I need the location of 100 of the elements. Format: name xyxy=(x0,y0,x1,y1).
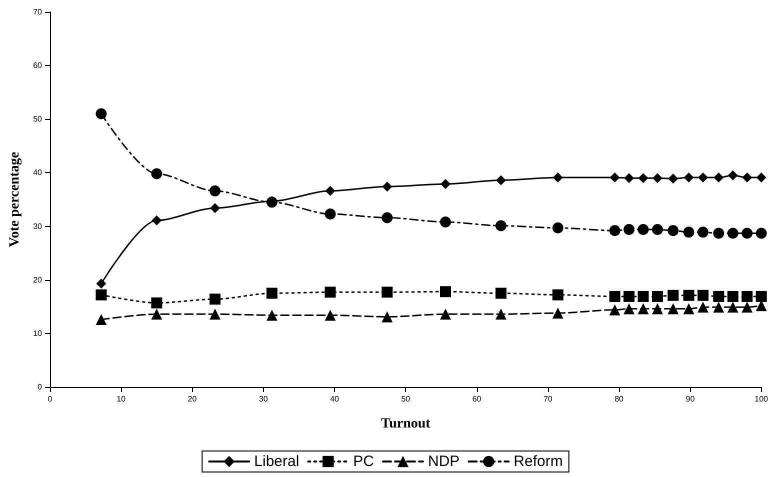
point xyxy=(698,172,708,183)
point xyxy=(638,303,649,314)
point xyxy=(96,289,107,300)
point xyxy=(151,168,162,180)
point xyxy=(96,278,106,289)
point xyxy=(756,172,766,183)
point xyxy=(668,290,679,301)
point xyxy=(266,288,278,299)
point xyxy=(668,225,679,236)
point xyxy=(495,288,506,299)
point xyxy=(496,175,506,186)
point xyxy=(495,220,506,232)
x-tick-label: 100 xyxy=(754,394,769,404)
point xyxy=(638,224,649,235)
x-tick-label: 70 xyxy=(543,394,553,404)
y-tick-label: 40 xyxy=(33,168,43,178)
point xyxy=(440,308,451,320)
point xyxy=(325,186,336,196)
point xyxy=(697,302,708,313)
x-tick-label: 0 xyxy=(48,394,53,404)
point xyxy=(210,294,221,305)
point xyxy=(382,286,393,298)
x-axis-title: Turnout xyxy=(381,416,431,432)
point xyxy=(756,300,767,312)
legend-label: PC xyxy=(353,453,374,470)
y-tick-label: 50 xyxy=(33,114,43,124)
x-tick-label: 80 xyxy=(614,394,624,404)
x-tick-label: 90 xyxy=(686,394,696,404)
x-tick-label: 60 xyxy=(472,394,482,404)
legend-label: Reform xyxy=(514,453,563,470)
point xyxy=(210,203,220,214)
point xyxy=(683,290,694,301)
point xyxy=(652,303,663,314)
point xyxy=(728,170,738,180)
y-tick-label: 0 xyxy=(38,382,43,392)
point xyxy=(609,225,620,236)
point xyxy=(683,303,694,314)
point xyxy=(713,302,724,313)
point xyxy=(698,226,708,238)
x-tick-label: 50 xyxy=(401,394,411,404)
y-tick-label: 60 xyxy=(33,61,43,70)
point xyxy=(727,290,738,302)
point xyxy=(727,302,738,313)
point xyxy=(742,302,753,313)
legend-label: Liberal xyxy=(254,453,300,470)
point xyxy=(668,174,678,184)
point xyxy=(440,286,451,298)
point xyxy=(668,303,679,314)
point xyxy=(495,308,506,320)
point xyxy=(440,216,451,228)
point xyxy=(652,290,663,302)
x-tick-label: 30 xyxy=(258,394,268,404)
point xyxy=(382,212,393,224)
point xyxy=(713,290,724,302)
point xyxy=(638,290,649,302)
legend-label: NDP xyxy=(428,453,460,470)
point xyxy=(742,228,753,239)
point xyxy=(683,226,694,238)
point xyxy=(382,182,392,192)
point xyxy=(756,290,767,302)
x-tick-label: 20 xyxy=(188,394,198,404)
point xyxy=(652,173,662,184)
y-tick-label: 20 xyxy=(33,275,43,284)
point xyxy=(609,290,620,302)
point xyxy=(440,178,450,189)
y-tick-label: 10 xyxy=(33,328,43,338)
point xyxy=(624,224,635,235)
x-tick-label: 10 xyxy=(116,394,126,404)
point xyxy=(624,303,635,314)
point xyxy=(742,172,752,183)
point xyxy=(624,173,634,184)
point xyxy=(552,222,564,234)
point xyxy=(151,308,162,320)
y-tick-label: 30 xyxy=(33,222,43,231)
y-tick-label: 70 xyxy=(33,8,43,16)
point xyxy=(713,228,724,239)
point xyxy=(727,228,738,239)
point xyxy=(210,185,221,196)
point xyxy=(552,308,564,319)
point xyxy=(96,314,107,325)
point xyxy=(324,310,336,321)
y-axis-title: Vote percentage xyxy=(8,152,22,248)
point xyxy=(96,108,107,120)
point xyxy=(266,310,278,321)
point xyxy=(624,290,635,302)
x-tick-label: 40 xyxy=(330,394,340,404)
point xyxy=(609,304,620,316)
point xyxy=(151,297,162,308)
point xyxy=(552,289,564,300)
point xyxy=(742,290,753,302)
point xyxy=(324,208,336,220)
point xyxy=(697,290,708,301)
point xyxy=(610,172,620,183)
point xyxy=(652,224,663,235)
point xyxy=(684,172,694,183)
point xyxy=(638,173,648,184)
point xyxy=(152,215,162,226)
point xyxy=(210,308,221,320)
point xyxy=(382,311,393,322)
point xyxy=(756,228,767,239)
